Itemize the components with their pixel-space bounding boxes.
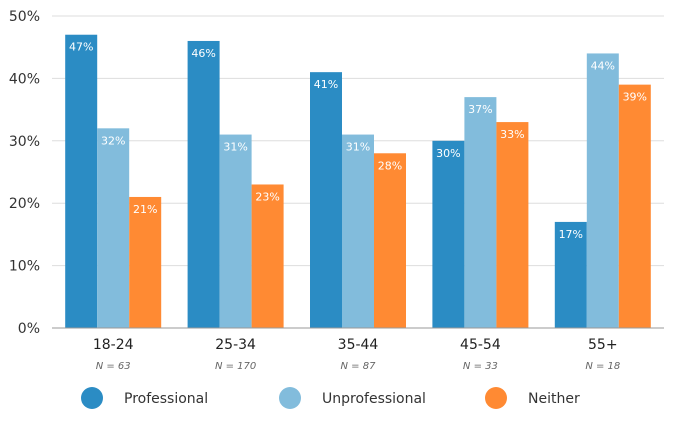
bar-value-label: 46%: [191, 47, 215, 60]
legend-swatch: [279, 387, 301, 409]
bar-value-label: 41%: [314, 78, 338, 91]
legend-label: Neither: [528, 391, 580, 407]
y-tick-label: 20%: [9, 196, 40, 212]
legend-swatch: [485, 387, 507, 409]
x-axis: 18-24 N = 63 25-34 N = 170 35-44 N = 87 45-54 N…: [52, 327, 664, 372]
bar: [310, 72, 342, 328]
bar: [219, 134, 252, 328]
bar-value-label: 17%: [559, 228, 583, 241]
bar: [251, 184, 284, 328]
x-category-label: 25-34: [215, 337, 256, 353]
x-category-label: 45-54: [460, 337, 501, 353]
bar-value-label: 33%: [500, 128, 524, 141]
x-category-label: 55+: [588, 337, 618, 353]
bar: [129, 196, 162, 328]
bar: [464, 97, 497, 329]
sample-size-label: N = 87: [341, 361, 377, 372]
bar-value-label: 28%: [378, 159, 402, 172]
bar-value-label: 21%: [133, 203, 157, 216]
y-tick-label: 40%: [9, 71, 40, 87]
bar-value-label: 32%: [101, 134, 125, 147]
sample-size-label: N = 170: [215, 361, 256, 372]
x-category-label: 18-24: [93, 337, 134, 353]
y-tick-label: 50%: [9, 9, 40, 25]
bar: [374, 153, 406, 328]
legend-label: Professional: [124, 391, 208, 407]
y-tick-label: 0%: [18, 321, 40, 337]
bar-value-label: 44%: [591, 59, 615, 72]
bar: [342, 134, 374, 328]
bar-value-label: 23%: [255, 190, 279, 203]
bar-value-label: 31%: [223, 141, 247, 154]
bars: [65, 34, 651, 329]
legend-label: Unprofessional: [322, 391, 426, 407]
bar: [65, 34, 98, 328]
bar: [618, 84, 651, 328]
legend-swatch: [81, 387, 103, 409]
bar: [187, 40, 220, 329]
bar-value-label: 30%: [436, 147, 460, 160]
sample-size-label: N = 18: [585, 361, 620, 372]
bar: [554, 221, 587, 328]
bar: [586, 53, 619, 328]
legend: Professional Unprofessional Neither: [81, 387, 580, 409]
bar: [97, 128, 130, 328]
bar: [432, 140, 465, 328]
bar-value-label: 47%: [69, 41, 93, 54]
value-labels: 47% 32% 21% 46% 31% 23% 41% 31% 28% 30% 37% 33% 17% 4…: [69, 41, 647, 241]
bar-value-label: 37%: [468, 103, 492, 116]
bar-value-label: 39%: [623, 91, 647, 104]
sample-size-label: N = 33: [463, 361, 498, 372]
y-tick-label: 10%: [9, 259, 40, 275]
bar-value-label: 31%: [346, 141, 370, 154]
y-tick-label: 30%: [9, 134, 40, 150]
y-axis-ticks: 0% 10% 20% 30% 40% 50%: [9, 9, 40, 337]
sample-size-label: N = 63: [96, 361, 131, 372]
x-category-label: 35-44: [338, 337, 379, 353]
bar: [496, 122, 529, 328]
